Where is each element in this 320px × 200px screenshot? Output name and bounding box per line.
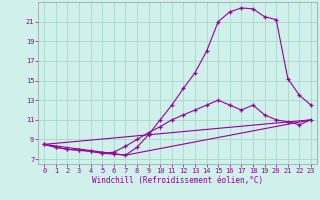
X-axis label: Windchill (Refroidissement éolien,°C): Windchill (Refroidissement éolien,°C) — [92, 176, 263, 185]
